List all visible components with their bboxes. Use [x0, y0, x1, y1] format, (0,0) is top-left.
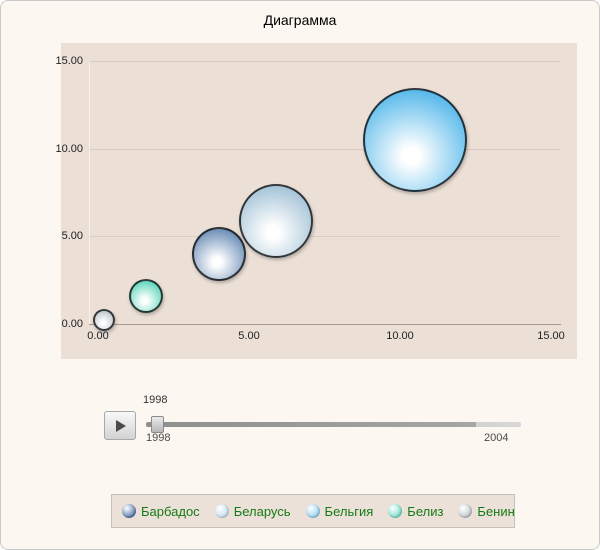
chart-title: Диаграмма: [263, 12, 337, 28]
legend-item[interactable]: Бельгия: [305, 503, 374, 519]
chart-bubble[interactable]: [239, 183, 314, 258]
legend-item-label: Барбадос: [141, 503, 200, 519]
legend-item[interactable]: Бенин: [458, 504, 514, 519]
bubble-icon: [305, 504, 320, 518]
bubble-icon: [388, 504, 403, 518]
slider-current-year-label: 1998: [143, 394, 168, 406]
legend-item-label: Бельгия: [324, 503, 374, 519]
bubble-icon: [458, 504, 473, 518]
chart-bubble[interactable]: [93, 309, 116, 332]
legend-item-label: Бенин: [477, 503, 515, 519]
timeline-start-label: 1998: [146, 432, 171, 444]
legend-item-label: Белиз: [407, 503, 444, 519]
timeline-end-label: 2004: [484, 432, 509, 444]
play-button[interactable]: [104, 411, 136, 440]
legend-item-label: Беларусь: [233, 503, 291, 519]
legend-bar: Барбадос Беларусь Бельгия Белиз Бенин: [111, 494, 515, 528]
legend-item[interactable]: Белиз: [388, 504, 443, 519]
chart-bubble[interactable]: [129, 278, 164, 313]
chart-bubble[interactable]: [363, 87, 468, 192]
bubble-icon: [214, 504, 229, 518]
timeline-slider-thumb[interactable]: [151, 416, 164, 433]
chart-bubble[interactable]: [191, 226, 246, 281]
legend-item[interactable]: Беларусь: [214, 503, 291, 519]
legend-item[interactable]: Барбадос: [122, 504, 200, 519]
bubble-icon: [122, 504, 136, 518]
play-icon: [116, 419, 126, 432]
timeline-slider-track[interactable]: [146, 422, 521, 427]
